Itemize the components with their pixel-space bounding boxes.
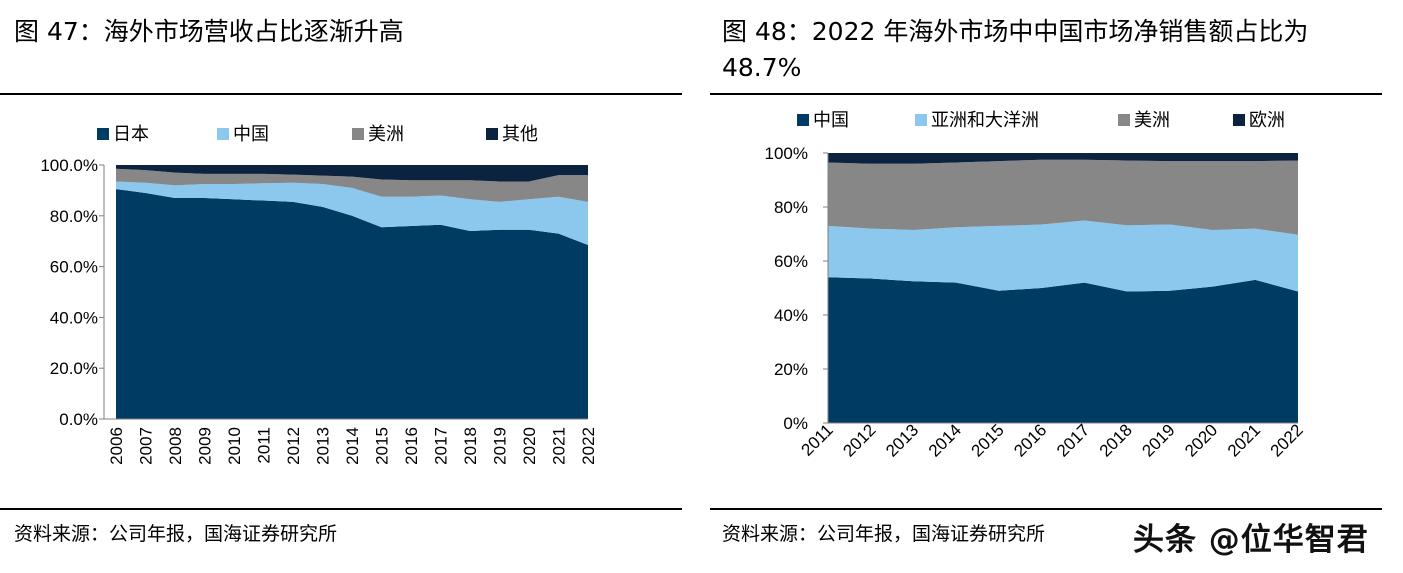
- chart1-x-tick-label: 2019: [491, 427, 510, 465]
- chart2-x-tick-label: 2019: [1138, 420, 1178, 460]
- chart2-plot: 0%20%40%60%80%100%2011 2012 2013 2014 2015 20…: [765, 110, 1307, 461]
- chart2-y-tick-label: 80%: [774, 198, 808, 217]
- chart1-y-tick-label: 20.0%: [50, 359, 98, 378]
- chart1-y-tick-label: 0.0%: [59, 410, 98, 429]
- chart2-title: 图 48：2022 年海外市场中中国市场净销售额占比为 48.7%: [722, 17, 1309, 82]
- chart1-x-tick-label: 2006: [107, 427, 126, 465]
- chart2-legend-swatch-3: [1118, 114, 1130, 126]
- chart1-area-3: [116, 168, 588, 202]
- chart2-area-4: [828, 153, 1298, 164]
- chart2-x-tick-label: 2014: [925, 420, 965, 460]
- chart2-area-1: [828, 277, 1298, 423]
- chart1-y-tick-label: 40.0%: [50, 308, 98, 327]
- chart1-x-tick-label: 2007: [137, 427, 156, 465]
- chart2-x-tick-label: 2022: [1267, 420, 1307, 460]
- chart1-y-tick-label: 60.0%: [50, 258, 98, 277]
- chart1-x-tick-label: 2016: [402, 427, 421, 465]
- chart1-x-tick-label: 2017: [432, 427, 451, 465]
- chart1-legend-label-3: 美洲: [368, 124, 404, 145]
- chart2-x-tick-label: 2013: [882, 420, 922, 460]
- chart1-legend-swatch-4: [486, 128, 498, 140]
- chart1-y-tick-label: 100.0%: [40, 156, 98, 175]
- chart2-legend-label-4: 欧洲: [1249, 110, 1285, 131]
- chart1-x-tick-label: 2015: [373, 427, 392, 465]
- chart2-y-tick-label: 60%: [774, 252, 808, 271]
- chart1-x-tick-label: 2008: [166, 427, 185, 465]
- chart1-x-tick-label: 2012: [284, 427, 303, 465]
- chart1-x-tick-label: 2018: [461, 427, 480, 465]
- chart2-x-tick-label: 2012: [839, 420, 879, 460]
- chart1-x-tick-label: 2013: [314, 427, 333, 465]
- chart2-legend-swatch-1: [797, 114, 809, 126]
- chart1-area-4: [116, 165, 588, 182]
- chart1-legend-label-2: 中国: [233, 124, 269, 145]
- chart1-plot: 0.0% 20.0% 40.0% 60.0% 80.0% 100.0% 2006 2007 20…: [40, 124, 598, 465]
- chart2-y-tick-label: 0%: [783, 414, 808, 433]
- chart2-x-tick-label: 2021: [1224, 420, 1264, 460]
- chart2-top-rule: [710, 93, 1382, 95]
- chart1-bottom-rule: [0, 508, 682, 510]
- chart2-legend-label-1: 中国: [813, 110, 849, 131]
- chart1-source: 资料来源：公司年报，国海证券研究所: [14, 523, 338, 545]
- chart1-legend-label-4: 其他: [502, 124, 538, 145]
- chart1-legend-label-1: 日本: [113, 124, 149, 145]
- chart1-area-1: [116, 189, 588, 419]
- chart2-x-tick-label: 2017: [1053, 420, 1093, 460]
- chart2-x-tick-label: 2016: [1010, 420, 1050, 460]
- chart1-legend-swatch-1: [97, 128, 109, 140]
- chart2-y-tick-label: 100%: [765, 144, 808, 163]
- chart1-x-tick-label: 2009: [196, 427, 215, 465]
- chart1-top-rule: [0, 93, 682, 95]
- chart2-y-tick-label: 20%: [774, 360, 808, 379]
- chart2-source: 资料来源：公司年报，国海证券研究所: [722, 523, 1046, 545]
- chart1-legend-swatch-3: [352, 128, 364, 140]
- chart1-x-tick-label: 2010: [225, 427, 244, 465]
- chart2-legend-label-2: 亚洲和大洋洲: [931, 110, 1039, 131]
- chart2-bottom-rule: [710, 508, 1382, 510]
- chart1-x-tick-label: 2020: [520, 427, 539, 465]
- chart1-y-tick-label: 80.0%: [50, 207, 98, 226]
- chart2-area-2: [828, 220, 1298, 292]
- chart1-x-tick-label: 2022: [579, 427, 598, 465]
- chart1-area-2: [116, 181, 588, 246]
- chart2-legend-swatch-4: [1233, 114, 1245, 126]
- chart2-area-3: [828, 159, 1298, 235]
- chart1-legend-swatch-2: [217, 128, 229, 140]
- chart2-x-tick-label: 2020: [1181, 420, 1221, 460]
- chart2-legend-swatch-2: [915, 114, 927, 126]
- chart1-x-tick-label: 2011: [255, 427, 274, 464]
- chart2-y-tick-label: 40%: [774, 306, 808, 325]
- chart1-x-tick-label: 2014: [343, 427, 362, 465]
- chart1-x-tick-label: 2021: [550, 427, 569, 465]
- watermark: 头条 @位华智君: [1133, 522, 1369, 558]
- chart2-x-tick-label: 2018: [1096, 420, 1136, 460]
- chart1-title: 图 47：海外市场营收占比逐渐升高: [14, 17, 404, 46]
- chart2-x-tick-label: 2015: [968, 420, 1008, 460]
- chart2-legend-label-3: 美洲: [1134, 110, 1170, 131]
